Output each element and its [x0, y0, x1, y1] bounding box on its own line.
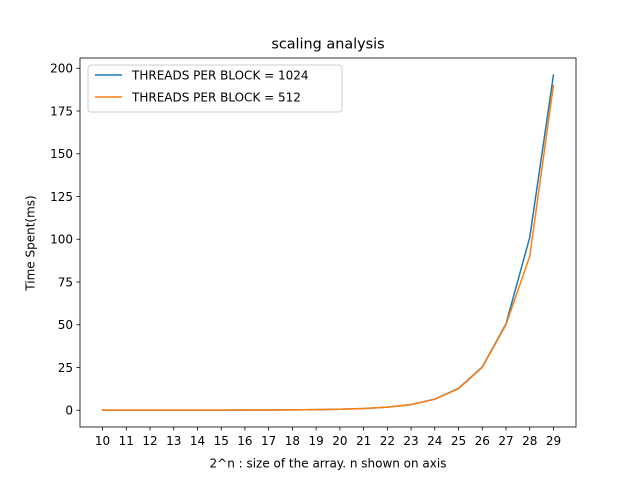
x-tick-label: 14 [190, 434, 205, 448]
x-tick-label: 20 [332, 434, 347, 448]
data-point [125, 409, 127, 411]
x-tick-label: 25 [451, 434, 466, 448]
x-tick-label: 22 [380, 434, 395, 448]
data-point [196, 409, 198, 411]
data-point [410, 403, 412, 405]
x-tick-label: 13 [166, 434, 181, 448]
y-tick-label: 125 [50, 190, 73, 204]
plot-area-border [79, 57, 577, 428]
x-tick-label: 24 [427, 434, 442, 448]
data-point [101, 409, 103, 411]
y-tick-label: 150 [50, 147, 73, 161]
data-point [552, 74, 554, 76]
legend: THREADS PER BLOCK = 1024 THREADS PER BLOC… [87, 64, 343, 113]
data-point [220, 409, 222, 411]
data-point [173, 409, 175, 411]
series-line-2 [101, 84, 555, 411]
x-tick-label: 21 [356, 434, 371, 448]
legend-label-2: THREADS PER BLOCK = 512 [131, 90, 301, 104]
data-point [457, 387, 459, 389]
x-tick-label: 12 [142, 434, 157, 448]
data-point [481, 366, 483, 368]
x-tick-label: 26 [475, 434, 490, 448]
data-point [291, 409, 293, 411]
data-point [244, 409, 246, 411]
y-tick-label: 75 [58, 275, 73, 289]
series-layer [101, 74, 555, 411]
data-point [552, 84, 554, 86]
tick-layer: 10 11 12 13 14 15 16 17 18 19 20 21 22 23 24 25 26 27 28 29… [50, 62, 561, 448]
y-axis-label: Time Spent(ms) [24, 195, 38, 291]
data-point [434, 398, 436, 400]
y-tick-label: 100 [50, 233, 73, 247]
x-tick-label: 29 [546, 434, 561, 448]
x-tick-label: 17 [261, 434, 276, 448]
data-point [149, 409, 151, 411]
x-tick-label: 19 [308, 434, 323, 448]
x-tick-label: 15 [214, 434, 229, 448]
x-tick-label: 11 [119, 434, 134, 448]
x-tick-label: 23 [403, 434, 418, 448]
data-point [315, 408, 317, 410]
y-tick-label: 0 [65, 404, 73, 418]
y-tick-label: 175 [50, 104, 73, 118]
data-point [529, 236, 531, 238]
legend-label-1: THREADS PER BLOCK = 1024 [131, 68, 309, 82]
data-point [386, 406, 388, 408]
legend-box [87, 64, 343, 113]
y-tick-label: 25 [58, 361, 73, 375]
data-point [362, 407, 364, 409]
data-point [267, 409, 269, 411]
data-point [529, 255, 531, 257]
data-point [339, 408, 341, 410]
x-tick-label: 16 [237, 434, 252, 448]
axes-frame [79, 57, 577, 428]
x-tick-label: 10 [95, 434, 110, 448]
x-tick-label: 28 [522, 434, 537, 448]
y-tick-label: 50 [58, 318, 73, 332]
data-point [505, 324, 507, 326]
x-axis-label: 2^n : size of the array. n shown on axis [210, 457, 447, 471]
x-tick-label: 18 [285, 434, 300, 448]
chart-title: scaling analysis [271, 37, 384, 53]
y-tick-label: 200 [50, 62, 73, 76]
x-tick-label: 27 [498, 434, 513, 448]
